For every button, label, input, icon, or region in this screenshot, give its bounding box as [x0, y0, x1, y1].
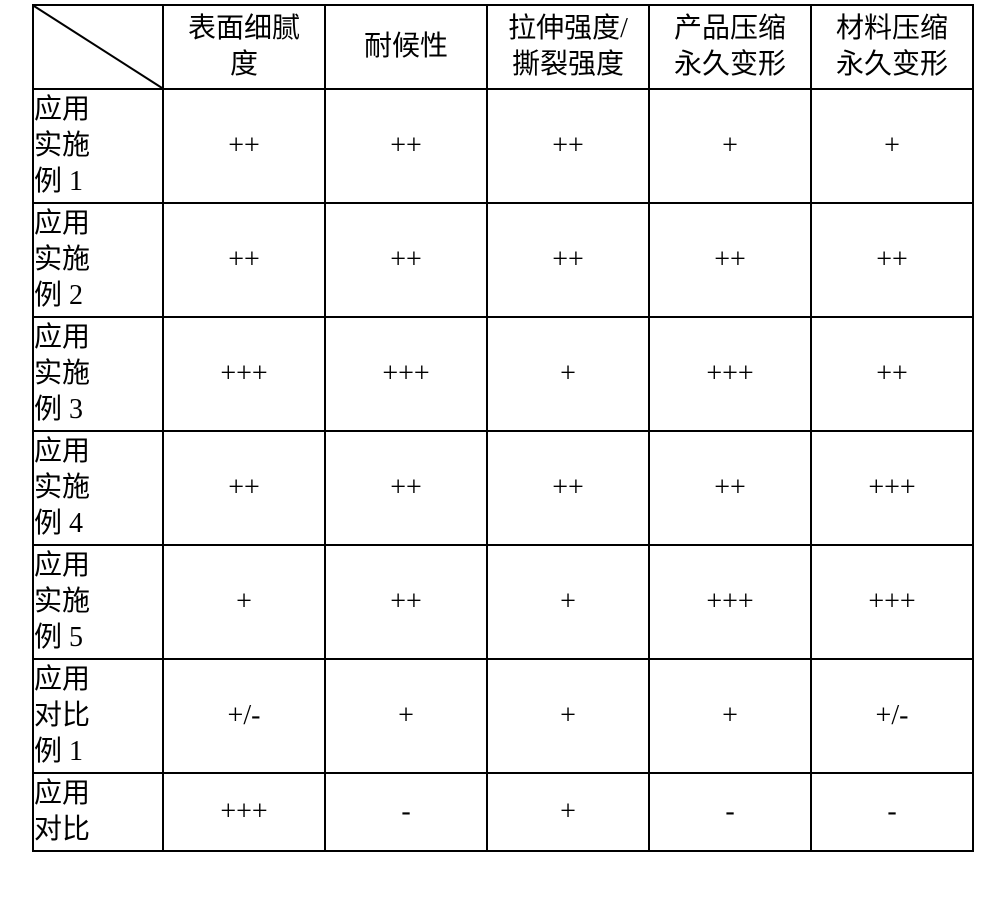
- row-label: 应用实施例 2: [33, 203, 163, 317]
- value-cell: +++: [649, 317, 811, 431]
- page-root: 表面细腻 度 耐候性 拉伸强度/ 撕裂强度 产品压缩 永久变形 材料压缩 永久变…: [0, 0, 1000, 898]
- table-row: 应用实施例 1++++++++: [33, 89, 973, 203]
- column-header-line: 材料压缩: [836, 13, 948, 44]
- column-header-line: 撕裂强度: [512, 49, 624, 80]
- row-label: 应用实施例 1: [33, 89, 163, 203]
- value-cell: ++: [487, 89, 649, 203]
- column-header-line: 产品压缩: [674, 13, 786, 44]
- row-label-line: 例 4: [34, 508, 83, 539]
- row-label-line: 应用: [34, 436, 90, 467]
- value-cell: ++: [163, 203, 325, 317]
- row-label-line: 例 2: [34, 280, 83, 311]
- table-row: 应用实施例 5++++++++++: [33, 545, 973, 659]
- value-cell: +: [487, 317, 649, 431]
- value-cell: -: [811, 773, 973, 851]
- value-cell: ++: [163, 89, 325, 203]
- row-label-line: 应用: [34, 550, 90, 581]
- column-header: 表面细腻 度: [163, 5, 325, 89]
- row-label-line: 实施: [34, 472, 90, 503]
- value-cell: +: [163, 545, 325, 659]
- table-row: 应用实施例 2++++++++++: [33, 203, 973, 317]
- row-label: 应用实施例 5: [33, 545, 163, 659]
- column-header: 拉伸强度/ 撕裂强度: [487, 5, 649, 89]
- table-row: 应用对比+++-+--: [33, 773, 973, 851]
- row-label-line: 例 5: [34, 622, 83, 653]
- row-label-line: 对比: [34, 814, 90, 845]
- table-header-row: 表面细腻 度 耐候性 拉伸强度/ 撕裂强度 产品压缩 永久变形 材料压缩 永久变…: [33, 5, 973, 89]
- header-corner-cell: [33, 5, 163, 89]
- column-header: 耐候性: [325, 5, 487, 89]
- column-header: 产品压缩 永久变形: [649, 5, 811, 89]
- value-cell: ++: [811, 203, 973, 317]
- value-cell: +: [487, 773, 649, 851]
- value-cell: ++: [325, 89, 487, 203]
- row-label-line: 实施: [34, 586, 90, 617]
- row-label-line: 实施: [34, 130, 90, 161]
- row-label-line: 应用: [34, 208, 90, 239]
- row-label: 应用实施例 3: [33, 317, 163, 431]
- row-label: 应用对比例 1: [33, 659, 163, 773]
- results-table: 表面细腻 度 耐候性 拉伸强度/ 撕裂强度 产品压缩 永久变形 材料压缩 永久变…: [32, 4, 974, 852]
- value-cell: -: [649, 773, 811, 851]
- row-label-line: 实施: [34, 244, 90, 275]
- value-cell: +: [325, 659, 487, 773]
- value-cell: +: [487, 659, 649, 773]
- table-body: 应用实施例 1++++++++应用实施例 2++++++++++应用实施例 3+…: [33, 89, 973, 851]
- value-cell: ++: [163, 431, 325, 545]
- value-cell: +/-: [811, 659, 973, 773]
- value-cell: +: [649, 659, 811, 773]
- column-header-line: 度: [230, 49, 258, 80]
- value-cell: +++: [811, 431, 973, 545]
- value-cell: ++: [649, 203, 811, 317]
- value-cell: ++: [325, 431, 487, 545]
- value-cell: -: [325, 773, 487, 851]
- value-cell: +: [649, 89, 811, 203]
- column-header-line: 耐候性: [364, 31, 448, 62]
- value-cell: ++: [811, 317, 973, 431]
- value-cell: +++: [163, 317, 325, 431]
- row-label-line: 例 3: [34, 394, 83, 425]
- value-cell: +++: [163, 773, 325, 851]
- table-row: 应用实施例 4+++++++++++: [33, 431, 973, 545]
- value-cell: ++: [325, 545, 487, 659]
- column-header: 材料压缩 永久变形: [811, 5, 973, 89]
- value-cell: ++: [325, 203, 487, 317]
- value-cell: ++: [487, 431, 649, 545]
- value-cell: +++: [649, 545, 811, 659]
- value-cell: +/-: [163, 659, 325, 773]
- row-label-line: 对比: [34, 700, 90, 731]
- row-label-line: 例 1: [34, 166, 83, 197]
- column-header-line: 拉伸强度/: [508, 13, 628, 44]
- value-cell: +++: [325, 317, 487, 431]
- table-row: 应用对比例 1+/-++++/-: [33, 659, 973, 773]
- table-row: 应用实施例 3++++++++++++: [33, 317, 973, 431]
- value-cell: +: [487, 545, 649, 659]
- row-label-line: 实施: [34, 358, 90, 389]
- value-cell: ++: [487, 203, 649, 317]
- value-cell: +: [811, 89, 973, 203]
- diagonal-line-icon: [34, 6, 162, 88]
- row-label-line: 应用: [34, 322, 90, 353]
- row-label: 应用实施例 4: [33, 431, 163, 545]
- column-header-line: 永久变形: [674, 49, 786, 80]
- row-label-line: 应用: [34, 94, 90, 125]
- column-header-line: 永久变形: [836, 49, 948, 80]
- column-header-line: 表面细腻: [188, 13, 300, 44]
- value-cell: +++: [811, 545, 973, 659]
- row-label: 应用对比: [33, 773, 163, 851]
- row-label-line: 应用: [34, 664, 90, 695]
- value-cell: ++: [649, 431, 811, 545]
- row-label-line: 应用: [34, 778, 90, 809]
- row-label-line: 例 1: [34, 736, 83, 767]
